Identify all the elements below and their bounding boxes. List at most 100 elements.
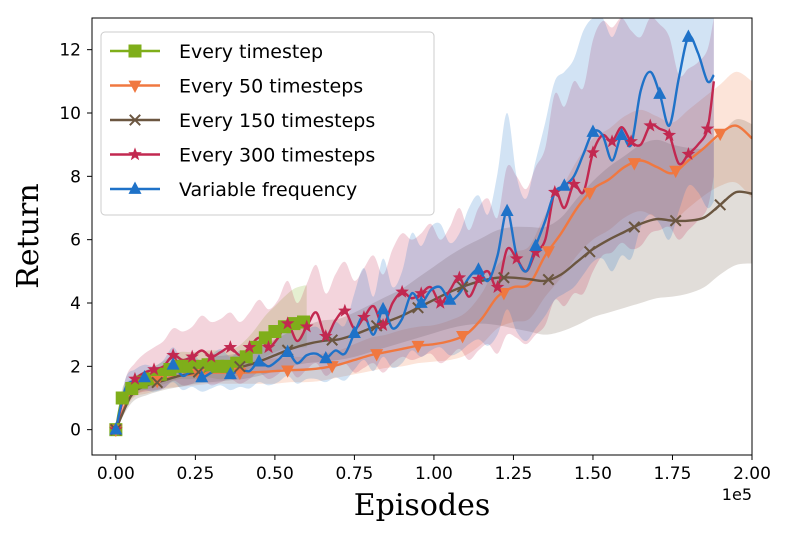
marker-every-50-timesteps <box>411 340 425 354</box>
marker-every-300-timesteps <box>338 303 352 317</box>
marker-every-300-timesteps <box>395 284 409 298</box>
marker-every-150-timesteps <box>456 280 469 293</box>
legend: Every timestep Every 50 timesteps Every 15… <box>100 31 435 216</box>
marker-every-300-timesteps <box>567 177 581 191</box>
band-variable-frequency <box>115 18 714 430</box>
marker-every-50-timesteps <box>370 349 384 362</box>
y-tick-label: 12 <box>59 41 81 61</box>
legend-label: Every 150 timesteps <box>179 110 375 132</box>
y-tick-label: 10 <box>59 104 81 124</box>
y-axis-label: Return <box>11 183 46 288</box>
legend-entry-variable-frequency: Variable frequency <box>110 179 357 201</box>
x-tick-label: 2.00 <box>733 464 771 484</box>
x-tick-label: 1.25 <box>495 464 533 484</box>
marker-every-50-timesteps <box>325 361 339 374</box>
marker-every-50-timesteps <box>583 187 597 201</box>
marker-every-150-timesteps <box>669 214 682 227</box>
legend-entry-every-50-timesteps: Every 50 timesteps <box>110 76 363 98</box>
marker-every-50-timesteps <box>627 158 641 171</box>
y-tick-label: 6 <box>70 231 81 251</box>
series-markers <box>109 29 727 438</box>
marker-every-50-timesteps <box>281 365 295 378</box>
marker-variable-frequency <box>529 238 543 251</box>
marker-variable-frequency <box>414 295 428 308</box>
marker-variable-frequency <box>166 357 180 370</box>
marker-every-300-timesteps <box>452 270 467 284</box>
marker-every-300-timesteps <box>681 147 696 160</box>
marker-every-300-timesteps <box>147 362 161 376</box>
marker-variable-frequency <box>586 124 600 137</box>
legend-entry-every-300-timesteps: Every 300 timesteps <box>110 145 375 167</box>
marker-variable-frequency <box>281 344 295 357</box>
marker-every-300-timesteps <box>242 340 257 354</box>
y-axis-ticks: 0 2 4 6 8 10 12 <box>59 41 92 441</box>
legend-label: Every 50 timesteps <box>179 76 363 98</box>
legend-label: Every 300 timesteps <box>179 145 375 167</box>
marker-variable-frequency <box>681 29 695 42</box>
y-tick-label: 4 <box>70 294 81 314</box>
legend-marker <box>128 181 142 194</box>
band-every-50-timesteps <box>115 71 752 430</box>
marker-every-150-timesteps <box>583 245 596 258</box>
marker-every-300-timesteps <box>261 340 276 354</box>
marker-every-300-timesteps <box>414 286 428 300</box>
marker-every-300-timesteps <box>299 319 314 333</box>
marker-variable-frequency <box>319 350 333 364</box>
marker-every-300-timesteps <box>318 329 333 343</box>
marker-every-300-timesteps <box>490 280 505 293</box>
marker-every-50-timesteps <box>541 246 555 259</box>
marker-every-300-timesteps <box>357 310 371 324</box>
y-tick-label: 2 <box>70 357 81 377</box>
marker-every-150-timesteps <box>497 271 510 284</box>
legend-marker <box>129 114 141 126</box>
x-tick-label: 0.50 <box>256 464 294 484</box>
marker-variable-frequency <box>195 369 209 383</box>
legend-marker <box>128 147 142 161</box>
marker-every-300-timesteps <box>128 371 142 385</box>
legend-marker <box>128 80 142 93</box>
marker-variable-frequency <box>223 366 237 380</box>
marker-every-50-timesteps <box>713 128 727 142</box>
marker-every-300-timesteps <box>509 251 524 265</box>
legend-label: Variable frequency <box>179 179 357 201</box>
x-tick-label: 1.00 <box>415 464 453 484</box>
marker-every-150-timesteps <box>233 360 246 373</box>
marker-variable-frequency <box>443 292 457 305</box>
marker-variable-frequency <box>109 422 123 435</box>
marker-every-300-timesteps <box>280 316 295 330</box>
legend-label: Every timestep <box>179 41 323 63</box>
plot-frame <box>91 17 753 456</box>
y-tick-label: 0 <box>70 421 81 441</box>
marker-every-300-timesteps <box>471 272 486 286</box>
x-tick-label: 0.25 <box>176 464 214 484</box>
x-tick-label: 0.00 <box>97 464 135 484</box>
x-axis-offset-label: 1e5 <box>722 485 752 504</box>
marker-every-300-timesteps <box>528 245 543 259</box>
marker-every-300-timesteps <box>185 349 199 363</box>
marker-every-300-timesteps <box>643 118 658 132</box>
marker-every-300-timesteps <box>166 348 180 362</box>
marker-variable-frequency <box>615 127 629 141</box>
marker-variable-frequency <box>252 354 266 367</box>
marker-every-300-timesteps <box>548 185 562 198</box>
marker-every-50-timesteps <box>456 331 470 344</box>
marker-variable-frequency <box>471 262 485 275</box>
marker-every-150-timesteps <box>542 273 555 286</box>
marker-every-150-timesteps <box>151 376 164 389</box>
legend-box <box>100 31 435 216</box>
marker-every-300-timesteps <box>700 121 715 135</box>
x-tick-label: 1.50 <box>574 464 612 484</box>
marker-every-300-timesteps <box>662 128 677 141</box>
marker-variable-frequency <box>500 203 514 217</box>
x-axis-ticks: 0.00 0.25 0.50 0.75 1.00 1.25 1.50 1.75 2.00 <box>97 455 771 484</box>
legend-entry-every-timestep: Every timestep <box>110 41 323 63</box>
marker-every-300-timesteps <box>376 318 390 331</box>
marker-every-300-timesteps <box>624 134 638 148</box>
marker-variable-frequency <box>137 369 151 383</box>
marker-every-150-timesteps <box>714 198 727 211</box>
band-every-300-timesteps <box>115 18 714 430</box>
marker-every-300-timesteps <box>204 349 219 363</box>
x-tick-label: 1.75 <box>654 464 692 484</box>
x-tick-label: 0.75 <box>335 464 373 484</box>
